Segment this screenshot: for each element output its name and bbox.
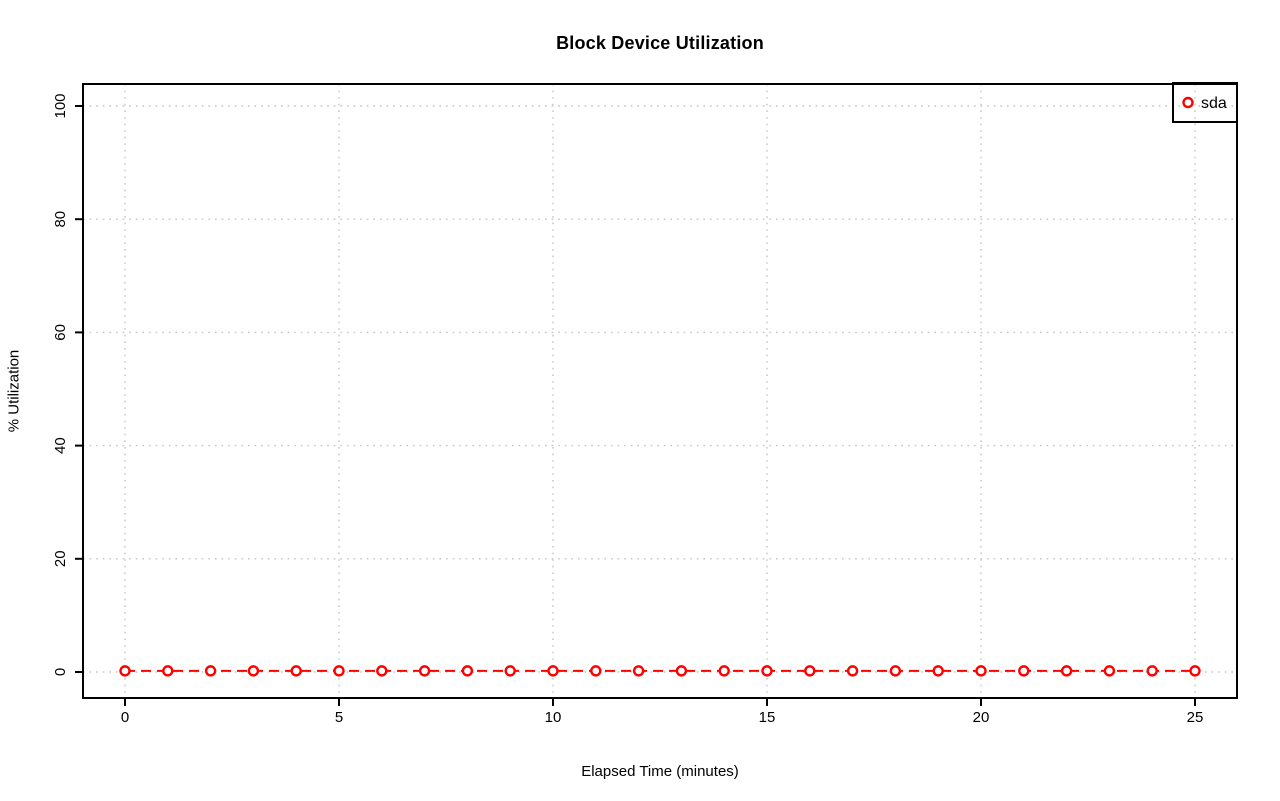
data-point	[119, 665, 131, 677]
data-point	[162, 665, 174, 677]
y-tick-label: 20	[52, 550, 69, 567]
data-point	[590, 665, 602, 677]
data-point	[376, 665, 388, 677]
y-tick-label: 100	[52, 93, 69, 118]
x-axis-label: Elapsed Time (minutes)	[581, 763, 739, 780]
legend-marker-sda	[1182, 96, 1194, 109]
data-point	[290, 665, 302, 677]
gridlines	[83, 84, 1237, 698]
x-axis: 0 5 10 15 20 25	[121, 698, 1204, 726]
legend-box	[1172, 82, 1238, 123]
series-sda	[119, 665, 1201, 677]
data-point	[504, 665, 516, 677]
chart-title: Block Device Utilization	[556, 33, 764, 53]
data-point	[675, 665, 688, 677]
data-point	[761, 665, 773, 677]
data-point	[418, 665, 431, 677]
data-point	[1189, 665, 1201, 677]
legend: sda	[1172, 82, 1238, 123]
y-axis: 0 20 40 60 80 100	[52, 93, 83, 676]
y-tick-label: 80	[52, 211, 69, 228]
x-tick-label: 25	[1187, 709, 1204, 726]
x-tick-label: 5	[335, 709, 343, 726]
y-tick-label: 0	[52, 668, 69, 676]
plot-border	[82, 83, 1238, 699]
data-point	[461, 665, 474, 677]
data-point	[247, 665, 260, 677]
data-point	[846, 665, 859, 677]
data-point	[1060, 665, 1073, 677]
data-point	[632, 665, 645, 677]
x-tick-label: 20	[973, 709, 990, 726]
data-point	[333, 665, 345, 677]
y-tick-label: 60	[52, 324, 69, 341]
data-point	[204, 665, 217, 677]
y-tick-label: 40	[52, 437, 69, 454]
data-point	[975, 665, 987, 677]
data-point	[889, 665, 902, 677]
data-point	[932, 665, 944, 677]
data-point	[718, 665, 730, 677]
x-tick-label: 10	[545, 709, 562, 726]
x-tick-label: 0	[121, 709, 129, 726]
legend-label-sda: sda	[1201, 95, 1227, 112]
data-point	[804, 665, 816, 677]
x-tick-label: 15	[759, 709, 776, 726]
data-point	[1103, 665, 1116, 677]
data-point	[1146, 665, 1158, 677]
data-point	[1018, 665, 1030, 677]
data-point	[547, 665, 559, 677]
